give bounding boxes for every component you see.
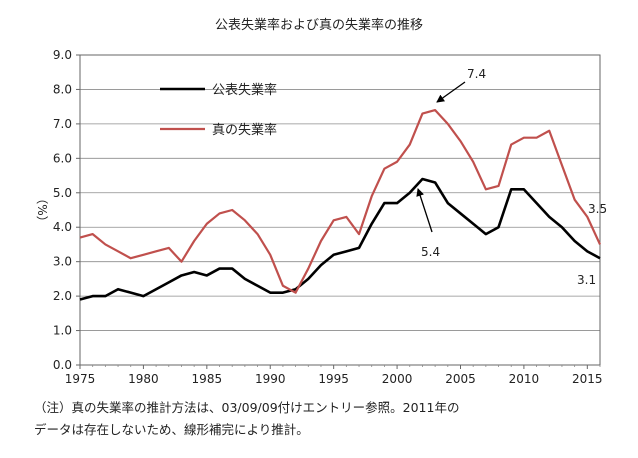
annotation-label: 3.5 [588,202,607,216]
annotations: 7.4 5.4 3.5 3.1 [416,67,607,287]
x-tick-label: 1985 [192,372,223,386]
y-tick-label: 5.0 [53,186,72,200]
y-tick-label: 9.0 [53,48,72,62]
series-line-true [79,109,601,294]
footnote: （注）真の失業率の推計方法は、03/09/09付けエントリー参照。2011年の … [34,397,624,441]
legend-label: 公表失業率 [212,82,277,98]
x-tick-label: 2000 [382,372,413,386]
y-tick-label: 1.0 [53,324,72,338]
y-tick-label: 0.0 [53,358,72,372]
y-tick-label: 3.0 [53,255,72,269]
x-tick-label: 1975 [65,372,96,386]
line-chart: 0.0 1.0 2.0 3.0 4.0 5.0 6.0 7.0 8.0 9.0 1975 1980 19… [35,48,607,386]
annotation-label: 3.1 [577,273,596,287]
footnote-line-2: データは存在しないため、線形補完により推計。 [34,422,309,437]
x-tick-label: 1990 [255,372,286,386]
x-tick-label: 2005 [445,372,476,386]
axes: 0.0 1.0 2.0 3.0 4.0 5.0 6.0 7.0 8.0 9.0 1975 1980 19… [35,48,603,386]
y-tick-label: 2.0 [53,289,72,303]
x-tick-label: 1980 [128,372,159,386]
series-line-official [79,177,601,301]
annotation-label: 5.4 [421,245,440,259]
plot-frame [79,54,601,366]
legend-label: 真の失業率 [212,122,277,138]
x-tick-label: 2010 [509,372,540,386]
chart-title: 公表失業率および真の失業率の推移 [214,18,423,33]
grid-lines [80,89,600,331]
y-tick-label: 8.0 [53,82,72,96]
y-tick-label: 4.0 [53,220,72,234]
y-axis-label: （%） [35,192,49,227]
x-tick-label: 1995 [318,372,349,386]
annotation-label: 7.4 [467,67,486,81]
annotation-arrow [436,81,466,103]
footnote-line-1: （注）真の失業率の推計方法は、03/09/09付けエントリー参照。2011年の [34,400,460,415]
annotation-arrow [416,188,433,233]
y-tick-label: 7.0 [53,117,72,131]
y-tick-label: 6.0 [53,151,72,165]
series-lines [79,109,601,301]
x-tick-label: 2015 [572,372,603,386]
